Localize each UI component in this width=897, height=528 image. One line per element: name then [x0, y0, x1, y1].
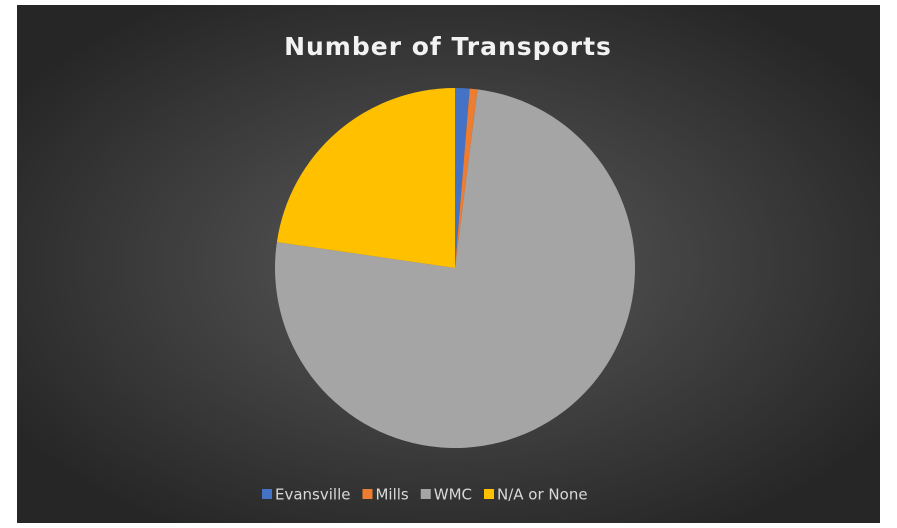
chart-title: Number of Transports — [284, 32, 612, 61]
pie-slice — [455, 88, 470, 268]
legend-swatch — [484, 489, 494, 499]
pie-slice — [455, 88, 478, 269]
legend-label: N/A or None — [497, 486, 588, 504]
legend-label: Evansville — [275, 486, 350, 504]
legend-label: WMC — [434, 486, 472, 504]
legend-swatch — [362, 489, 373, 499]
legend-label: Mills — [375, 486, 408, 504]
legend-swatch — [420, 489, 431, 499]
pie-slice — [275, 89, 635, 448]
pie-slice — [276, 88, 455, 268]
legend-swatch — [262, 489, 272, 499]
